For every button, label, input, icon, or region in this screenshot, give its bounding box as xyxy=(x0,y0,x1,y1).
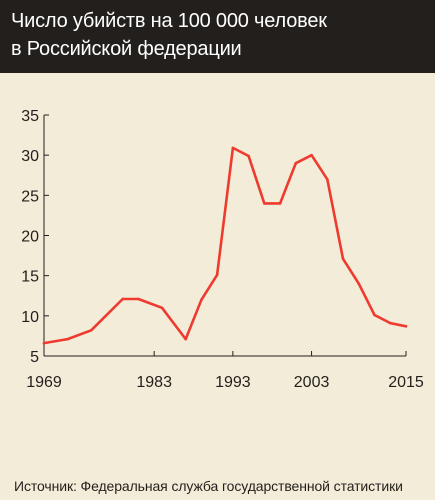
source-note: Источник: Федеральная служба государстве… xyxy=(14,478,403,494)
data-point-1995 xyxy=(247,154,250,158)
data-point-1987 xyxy=(184,337,187,341)
data-point-2005 xyxy=(326,177,329,181)
title-bar: Число убийств на 100 000 человек в Росси… xyxy=(0,0,435,73)
data-point-2007 xyxy=(341,257,345,261)
y-tick-label-15: 15 xyxy=(21,269,39,286)
data-point-2013 xyxy=(388,321,392,325)
data-point-1997 xyxy=(263,202,266,205)
data-point-1989 xyxy=(200,298,203,302)
data-point-1993 xyxy=(231,146,235,150)
data-point-1975 xyxy=(89,328,93,332)
data-point-1972 xyxy=(66,337,69,341)
data-point-1999 xyxy=(278,202,282,205)
x-tick-label-1993: 1993 xyxy=(215,374,251,391)
data-point-2015 xyxy=(404,324,408,328)
data-point-1981 xyxy=(137,297,140,301)
chart-title-line-1: Число убийств на 100 000 человек xyxy=(11,10,327,32)
data-point-2011 xyxy=(373,313,376,317)
y-tick-label-5: 5 xyxy=(30,349,39,366)
y-tick-label-25: 25 xyxy=(21,188,39,205)
x-tick-label-1969: 1969 xyxy=(26,374,62,391)
x-tick-label-2015: 2015 xyxy=(388,374,424,391)
x-tick-label-1983: 1983 xyxy=(136,374,172,391)
y-tick-label-20: 20 xyxy=(21,229,39,246)
data-point-1984 xyxy=(160,306,164,310)
x-tick-label-2003: 2003 xyxy=(294,374,330,391)
chart-title-line-2: в Российской федерации xyxy=(11,38,242,60)
data-point-2003 xyxy=(310,153,313,157)
y-tick-label-35: 35 xyxy=(21,108,39,125)
data-point-1991 xyxy=(215,273,219,277)
data-point-1979 xyxy=(121,297,124,301)
y-tick-label-30: 30 xyxy=(21,148,39,165)
series-line xyxy=(42,146,408,345)
data-point-2001 xyxy=(294,161,298,165)
data-point-1969 xyxy=(42,341,46,345)
data-point-2009 xyxy=(357,282,361,286)
y-tick-label-10: 10 xyxy=(21,309,39,326)
